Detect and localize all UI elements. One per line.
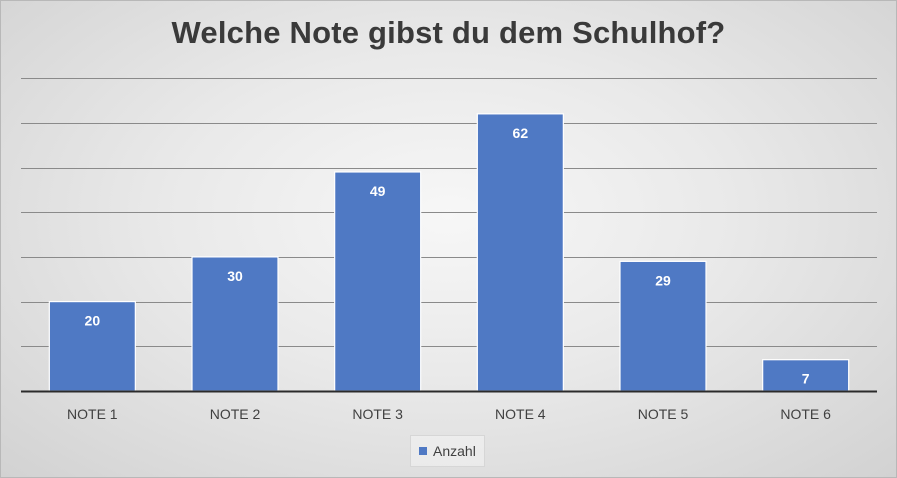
x-tick-label-note-6: NOTE 6 xyxy=(780,406,831,422)
legend-label-anzahl: Anzahl xyxy=(433,443,476,459)
x-tick-label-note-4: NOTE 4 xyxy=(495,406,546,422)
data-label-note-2: 30 xyxy=(227,268,243,284)
legend: Anzahl xyxy=(410,435,485,467)
chart-title: Welche Note gibst du dem Schulhof? xyxy=(171,15,726,50)
data-label-note-3: 49 xyxy=(370,183,386,199)
data-label-note-5: 29 xyxy=(655,272,671,288)
bar-note-6 xyxy=(762,359,850,392)
data-label-note-4: 62 xyxy=(513,125,529,141)
bar-note-2 xyxy=(191,256,279,392)
legend-swatch xyxy=(419,447,427,455)
x-tick-label-note-1: NOTE 1 xyxy=(67,406,118,422)
data-label-note-6: 7 xyxy=(802,371,810,387)
x-tick-label-note-5: NOTE 5 xyxy=(638,406,689,422)
bar-note-3 xyxy=(334,171,422,392)
gridlines xyxy=(21,78,877,347)
data-label-note-1: 20 xyxy=(85,313,101,329)
bar-note-1 xyxy=(48,301,136,392)
x-tick-label-note-3: NOTE 3 xyxy=(352,406,403,422)
x-tick-label-note-2: NOTE 2 xyxy=(210,406,261,422)
bars: 20 30 49 62 29 7 xyxy=(48,113,850,392)
x-axis: NOTE 1 NOTE 2 NOTE 3 NOTE 4 NOTE 5 NOTE 6 xyxy=(21,390,877,422)
bar-note-4 xyxy=(476,113,564,392)
